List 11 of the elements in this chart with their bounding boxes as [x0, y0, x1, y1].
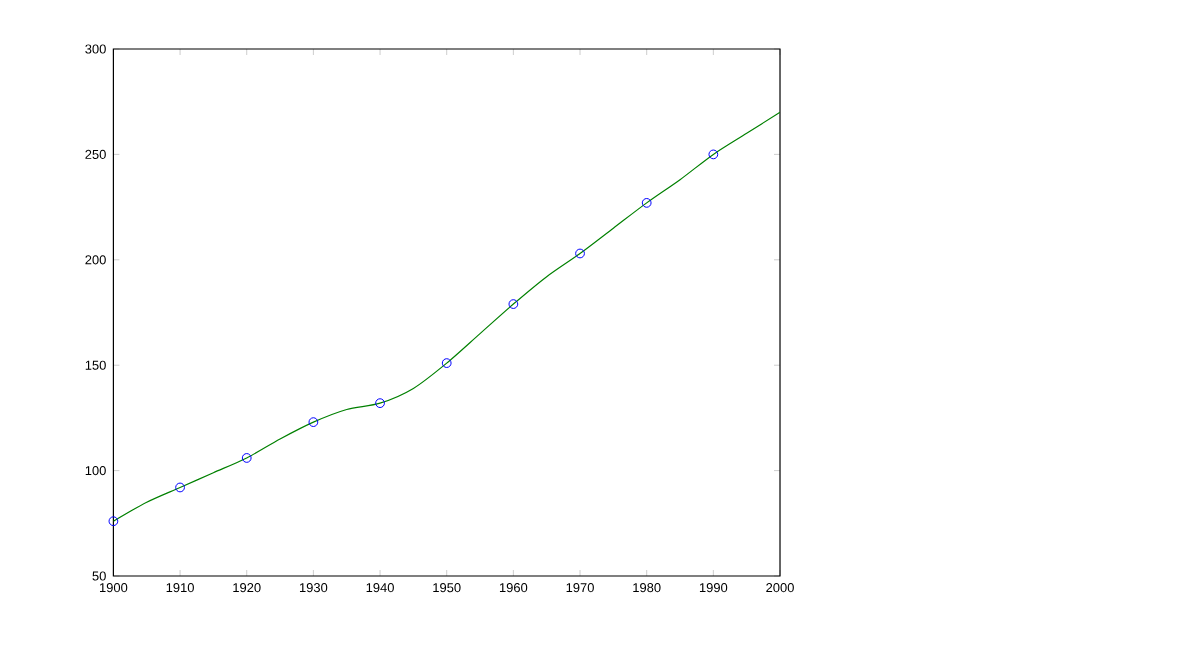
- point: [108, 516, 119, 527]
- point: [375, 398, 385, 409]
- point: [641, 198, 652, 208]
- point: [175, 482, 185, 493]
- point: [508, 299, 519, 309]
- point: [575, 248, 585, 259]
- point: [708, 149, 719, 160]
- point: [441, 358, 452, 368]
- line-series: [113, 111, 781, 522]
- point: [308, 417, 319, 427]
- point: [241, 453, 252, 463]
